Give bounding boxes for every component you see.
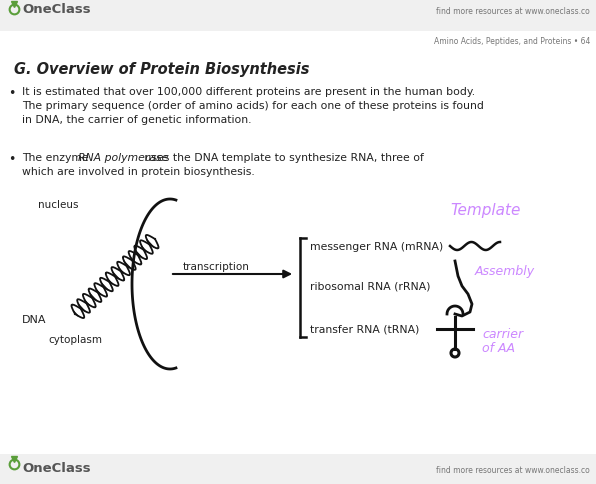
Text: Template: Template [450, 203, 520, 217]
Text: transcription: transcription [183, 261, 250, 272]
Text: carrier: carrier [482, 327, 523, 340]
Text: nucleus: nucleus [38, 199, 79, 210]
Text: messenger RNA (mRNA): messenger RNA (mRNA) [310, 242, 443, 252]
Text: uses the DNA template to synthesize RNA, three of: uses the DNA template to synthesize RNA,… [141, 152, 424, 163]
Text: The primary sequence (order of amino acids) for each one of these proteins is fo: The primary sequence (order of amino aci… [22, 101, 484, 111]
Text: Amino Acids, Peptides, and Proteins • 64: Amino Acids, Peptides, and Proteins • 64 [434, 37, 590, 46]
Text: RNA polymerase: RNA polymerase [78, 152, 169, 163]
Bar [0, 0, 596, 32]
Text: The enzyme: The enzyme [22, 152, 92, 163]
Text: find more resources at www.oneclass.co: find more resources at www.oneclass.co [436, 465, 590, 474]
Text: It is estimated that over 100,000 different proteins are present in the human bo: It is estimated that over 100,000 differ… [22, 87, 475, 97]
Text: in DNA, the carrier of genetic information.: in DNA, the carrier of genetic informati… [22, 115, 252, 125]
Text: ribosomal RNA (rRNA): ribosomal RNA (rRNA) [310, 281, 430, 291]
Text: DNA: DNA [22, 314, 46, 324]
Text: •: • [8, 152, 15, 166]
Text: which are involved in protein biosynthesis.: which are involved in protein biosynthes… [22, 166, 254, 177]
Text: OneClass: OneClass [22, 461, 91, 474]
Text: cytoplasm: cytoplasm [48, 334, 102, 344]
Text: transfer RNA (tRNA): transfer RNA (tRNA) [310, 324, 420, 334]
Text: OneClass: OneClass [22, 3, 91, 16]
Text: find more resources at www.oneclass.co: find more resources at www.oneclass.co [436, 7, 590, 16]
Bar [0, 454, 596, 484]
Text: •: • [8, 87, 15, 100]
Text: of AA: of AA [482, 341, 515, 354]
Text: G. Overview of Protein Biosynthesis: G. Overview of Protein Biosynthesis [14, 62, 309, 77]
Text: Assembly: Assembly [475, 264, 535, 277]
